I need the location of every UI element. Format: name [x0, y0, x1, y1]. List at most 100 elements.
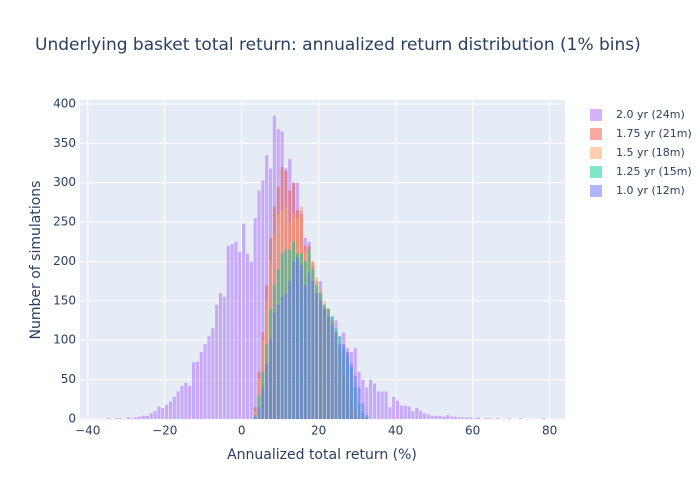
- bar: [215, 304, 219, 419]
- bar: [411, 411, 415, 419]
- bar: [176, 391, 180, 419]
- bar: [465, 417, 469, 419]
- y-tick-label: 350: [53, 136, 76, 150]
- bar: [388, 407, 392, 419]
- bar: [449, 416, 453, 419]
- bar: [334, 332, 338, 419]
- labels: 0 50 100 150 200 250 300 350 400 −40 −20 0 20 40 60 80 2…: [53, 96, 692, 437]
- bar: [307, 273, 311, 419]
- bars: [107, 115, 546, 420]
- x-tick-label: 20: [311, 424, 326, 438]
- legend-swatch: [590, 185, 602, 197]
- bar: [257, 407, 261, 419]
- y-tick-label: 250: [53, 215, 76, 229]
- bar: [138, 416, 142, 419]
- bar: [392, 396, 396, 419]
- bar: [519, 418, 523, 419]
- bar: [234, 241, 238, 419]
- bar: [457, 417, 461, 419]
- bar: [184, 382, 188, 419]
- grid: [80, 100, 565, 420]
- y-tick-label: 200: [53, 254, 76, 268]
- bar: [107, 418, 111, 419]
- bar: [165, 404, 169, 419]
- bar: [172, 396, 176, 419]
- bar: [268, 340, 273, 419]
- bar: [192, 362, 196, 419]
- bar: [253, 415, 257, 419]
- bar: [342, 344, 346, 419]
- bar: [361, 379, 365, 419]
- bar: [292, 261, 296, 419]
- bar: [345, 352, 350, 419]
- bar: [330, 324, 334, 419]
- bar: [265, 363, 269, 419]
- bar: [218, 292, 223, 419]
- bar: [315, 292, 319, 419]
- bar: [446, 415, 450, 419]
- bar: [261, 180, 265, 419]
- bar: [238, 252, 242, 419]
- bar: [365, 415, 369, 419]
- bar: [284, 292, 288, 419]
- bar: [280, 296, 284, 419]
- x-tick-label: 40: [388, 424, 403, 438]
- bar: [145, 415, 149, 419]
- bar: [442, 416, 446, 419]
- bar: [507, 418, 511, 419]
- bar: [419, 411, 423, 419]
- bar: [303, 285, 307, 419]
- bar: [376, 391, 380, 419]
- bar: [403, 405, 407, 419]
- bar: [261, 387, 265, 419]
- bar: [338, 344, 342, 419]
- bar: [118, 418, 122, 419]
- bar: [496, 418, 500, 419]
- bar: [242, 223, 246, 419]
- bar: [349, 363, 353, 419]
- legend-swatch: [590, 109, 602, 121]
- bar: [257, 190, 261, 419]
- y-tick-label: 50: [61, 372, 76, 386]
- bar: [226, 245, 230, 419]
- bar: [453, 416, 457, 419]
- legend-label: 1.0 yr (12m): [616, 184, 685, 197]
- chart-title: Underlying basket total return: annualiz…: [35, 35, 641, 55]
- bar: [542, 418, 546, 419]
- bar: [115, 418, 119, 419]
- y-tick-label: 300: [53, 175, 76, 189]
- bar: [430, 415, 434, 419]
- bar: [253, 411, 257, 419]
- bar: [203, 344, 207, 419]
- legend-swatch: [590, 166, 602, 178]
- bar: [149, 413, 153, 419]
- bar: [276, 304, 280, 419]
- y-axis-title: Number of simulations: [28, 181, 44, 340]
- bar: [299, 265, 303, 419]
- y-tick-label: 400: [53, 96, 76, 110]
- bar: [311, 281, 315, 419]
- bar: [438, 415, 442, 419]
- bar: [484, 418, 488, 419]
- bar: [476, 417, 480, 419]
- bar: [188, 385, 192, 419]
- bar: [380, 391, 384, 419]
- bar: [369, 379, 373, 419]
- x-tick-label: −20: [152, 424, 177, 438]
- bar: [488, 418, 492, 419]
- bar: [422, 413, 427, 419]
- bar: [322, 308, 326, 419]
- bar: [249, 261, 253, 419]
- legend-swatch: [590, 128, 602, 140]
- bar: [426, 414, 430, 419]
- bar: [407, 406, 411, 419]
- bar: [126, 417, 130, 419]
- bar: [365, 387, 369, 419]
- bar: [134, 417, 138, 419]
- bar: [199, 352, 203, 419]
- bar: [253, 417, 257, 419]
- bar: [357, 387, 361, 419]
- bar: [295, 257, 300, 419]
- bar: [434, 415, 438, 419]
